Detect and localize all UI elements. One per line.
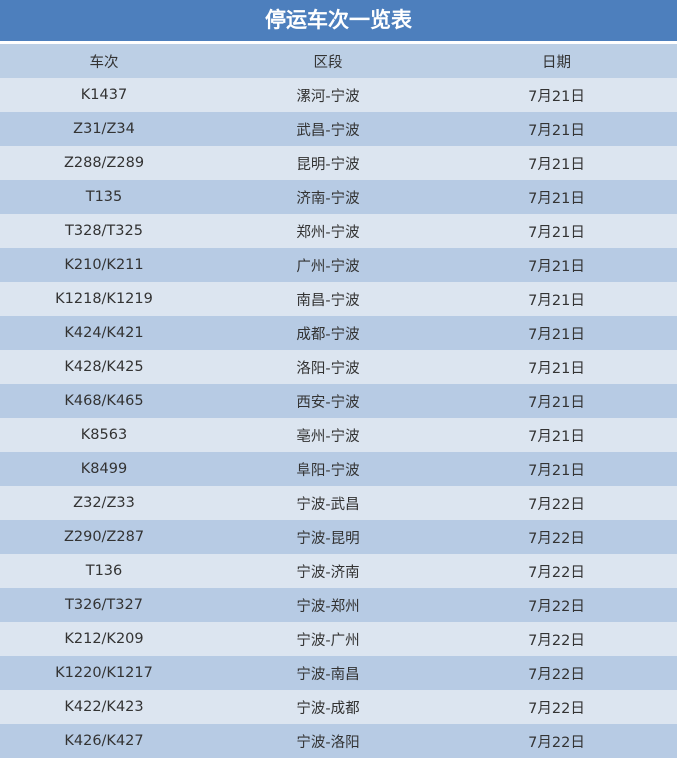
cell-section: 宁波-南昌 (296, 666, 360, 683)
cell-train: T328/T325 (65, 223, 143, 239)
cell-section: 洛阳-宁波 (296, 360, 360, 377)
cell-section: 广州-宁波 (296, 258, 360, 275)
cell-date: 7月21日 (528, 190, 585, 207)
cell-date: 7月21日 (528, 326, 585, 343)
table-row: Z31/Z34 武昌-宁波 7月21日 (0, 112, 677, 146)
cell-date: 7月21日 (528, 122, 585, 139)
header-train: 车次 (89, 54, 119, 71)
cell-section: 宁波-洛阳 (296, 734, 360, 751)
cell-date: 7月21日 (528, 394, 585, 411)
table-row: T135 济南-宁波 7月21日 (0, 180, 677, 214)
table-row: T328/T325 郑州-宁波 7月21日 (0, 214, 677, 248)
cell-train: K468/K465 (64, 393, 144, 409)
cell-section: 宁波-昆明 (296, 530, 360, 547)
cell-train: Z290/Z287 (63, 529, 145, 545)
cell-date: 7月21日 (528, 224, 585, 241)
table-body: K1437 漯河-宁波 7月21日 Z31/Z34 武昌-宁波 7月21日 Z288/Z28… (0, 78, 677, 758)
table-row: K424/K421 成都-宁波 7月21日 (0, 316, 677, 350)
table-row: Z288/Z289 昆明-宁波 7月21日 (0, 146, 677, 180)
table-row: Z290/Z287 宁波-昆明 7月22日 (0, 520, 677, 554)
cell-train: Z32/Z33 (73, 495, 135, 511)
cell-date: 7月22日 (528, 632, 585, 649)
table-row: K468/K465 西安-宁波 7月21日 (0, 384, 677, 418)
cell-train: T326/T327 (65, 597, 143, 613)
table-header: 车次 区段 日期 (0, 44, 677, 78)
cell-train: K426/K427 (64, 733, 144, 749)
cell-section: 西安-宁波 (296, 394, 360, 411)
cell-section: 济南-宁波 (296, 190, 360, 207)
divider (0, 41, 677, 44)
cell-date: 7月22日 (528, 598, 585, 615)
table-row: K1220/K1217 宁波-南昌 7月22日 (0, 656, 677, 690)
cell-section: 武昌-宁波 (296, 122, 360, 139)
cell-date: 7月21日 (528, 156, 585, 173)
table-row: K426/K427 宁波-洛阳 7月22日 (0, 724, 677, 758)
table-row: T326/T327 宁波-郑州 7月22日 (0, 588, 677, 622)
table-row: K8563 亳州-宁波 7月21日 (0, 418, 677, 452)
cell-section: 郑州-宁波 (296, 224, 360, 241)
cell-section: 南昌-宁波 (296, 292, 360, 309)
cell-train: Z31/Z34 (73, 121, 135, 137)
cell-date: 7月21日 (528, 428, 585, 445)
cell-train: K428/K425 (64, 359, 144, 375)
cell-train: Z288/Z289 (63, 155, 145, 171)
table-row: K212/K209 宁波-广州 7月22日 (0, 622, 677, 656)
table-row: K428/K425 洛阳-宁波 7月21日 (0, 350, 677, 384)
header-section: 区段 (313, 54, 343, 71)
cell-section: 宁波-广州 (296, 632, 360, 649)
cell-train: K1437 (80, 87, 128, 103)
cell-date: 7月21日 (528, 258, 585, 275)
table-row: T136 宁波-济南 7月22日 (0, 554, 677, 588)
table-row: K8499 阜阳-宁波 7月21日 (0, 452, 677, 486)
cell-section: 漯河-宁波 (296, 88, 360, 105)
cell-section: 亳州-宁波 (296, 428, 360, 445)
cell-train: K212/K209 (64, 631, 144, 647)
cell-date: 7月22日 (528, 734, 585, 751)
cell-date: 7月21日 (528, 462, 585, 479)
cell-date: 7月22日 (528, 530, 585, 547)
cell-section: 阜阳-宁波 (296, 462, 360, 479)
header-date: 日期 (542, 54, 571, 71)
table-row: K422/K423 宁波-成都 7月22日 (0, 690, 677, 724)
cell-train: K1220/K1217 (55, 665, 153, 681)
cell-train: T136 (85, 563, 123, 579)
cell-train: K1218/K1219 (55, 291, 153, 307)
cell-train: K422/K423 (64, 699, 144, 715)
cell-date: 7月21日 (528, 292, 585, 309)
cell-date: 7月22日 (528, 564, 585, 581)
cell-section: 宁波-郑州 (296, 598, 360, 615)
table-row: K1437 漯河-宁波 7月21日 (0, 78, 677, 112)
cell-train: T135 (85, 189, 123, 205)
cell-train: K424/K421 (64, 325, 144, 341)
table-row: Z32/Z33 宁波-武昌 7月22日 (0, 486, 677, 520)
cell-date: 7月22日 (528, 496, 585, 513)
cell-section: 宁波-成都 (296, 700, 360, 717)
cell-date: 7月21日 (528, 88, 585, 105)
cell-section: 成都-宁波 (296, 326, 360, 343)
cell-section: 宁波-济南 (296, 564, 360, 581)
cell-train: K8499 (80, 461, 128, 477)
cell-train: K210/K211 (64, 257, 144, 273)
cell-date: 7月22日 (528, 666, 585, 683)
table-title: 停运车次一览表 (0, 0, 677, 41)
table-row: K210/K211 广州-宁波 7月21日 (0, 248, 677, 282)
cell-section: 宁波-武昌 (296, 496, 360, 513)
cell-date: 7月22日 (528, 700, 585, 717)
cell-date: 7月21日 (528, 360, 585, 377)
table-row: K1218/K1219 南昌-宁波 7月21日 (0, 282, 677, 316)
cell-train: K8563 (80, 427, 128, 443)
cell-section: 昆明-宁波 (296, 156, 360, 173)
